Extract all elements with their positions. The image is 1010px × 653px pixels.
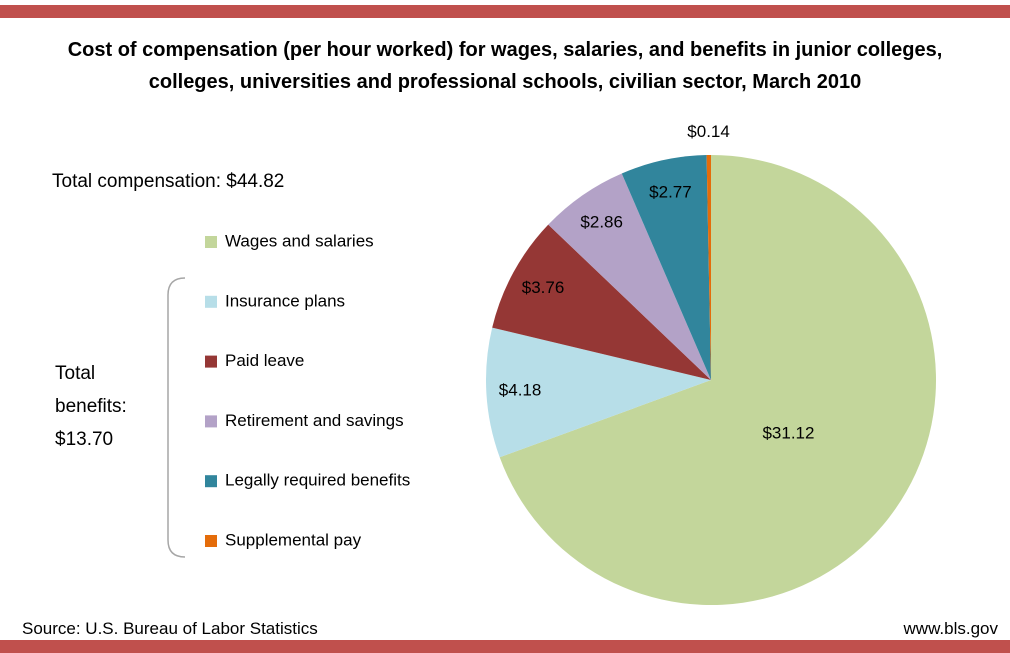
slice-label: $3.76 bbox=[522, 278, 565, 297]
slice-label: $0.14 bbox=[687, 122, 730, 141]
bottom-bar bbox=[0, 640, 1010, 653]
slice-label: $2.77 bbox=[649, 183, 692, 202]
slice-label: $4.18 bbox=[499, 381, 542, 400]
legend-swatch bbox=[205, 355, 217, 368]
pie-slice bbox=[499, 155, 936, 605]
pie-slice bbox=[486, 327, 711, 458]
legend-swatch bbox=[205, 535, 217, 547]
legend-label: Retirement and savings bbox=[225, 411, 404, 430]
slice-label: $31.12 bbox=[762, 424, 814, 443]
total-compensation: Total compensation: $44.82 bbox=[52, 171, 285, 192]
legend-label: Supplemental pay bbox=[225, 530, 362, 549]
legend-label: Legally required benefits bbox=[225, 471, 410, 490]
legend-swatch bbox=[205, 236, 217, 248]
top-bar bbox=[0, 5, 1010, 18]
legend-swatch bbox=[205, 415, 217, 428]
website: www.bls.gov bbox=[903, 619, 998, 638]
total-benefits: Total benefits: $13.70 bbox=[55, 363, 127, 450]
pie-slice bbox=[621, 155, 711, 380]
legend-label: Wages and salaries bbox=[225, 231, 374, 250]
benefits-bracket bbox=[167, 277, 186, 558]
pie-slice bbox=[492, 224, 711, 380]
legend-swatch bbox=[205, 475, 217, 488]
source: Source: U.S. Bureau of Labor Statistics bbox=[22, 619, 318, 638]
pie-slice bbox=[548, 173, 711, 380]
pie-slice bbox=[706, 155, 711, 380]
legend-swatch bbox=[205, 295, 217, 308]
slice-label: $2.86 bbox=[580, 213, 623, 232]
chart-title: Cost of compensation (per hour worked) f… bbox=[67, 39, 943, 93]
legend-label: Paid leave bbox=[225, 351, 304, 370]
legend-label: Insurance plans bbox=[225, 291, 345, 310]
